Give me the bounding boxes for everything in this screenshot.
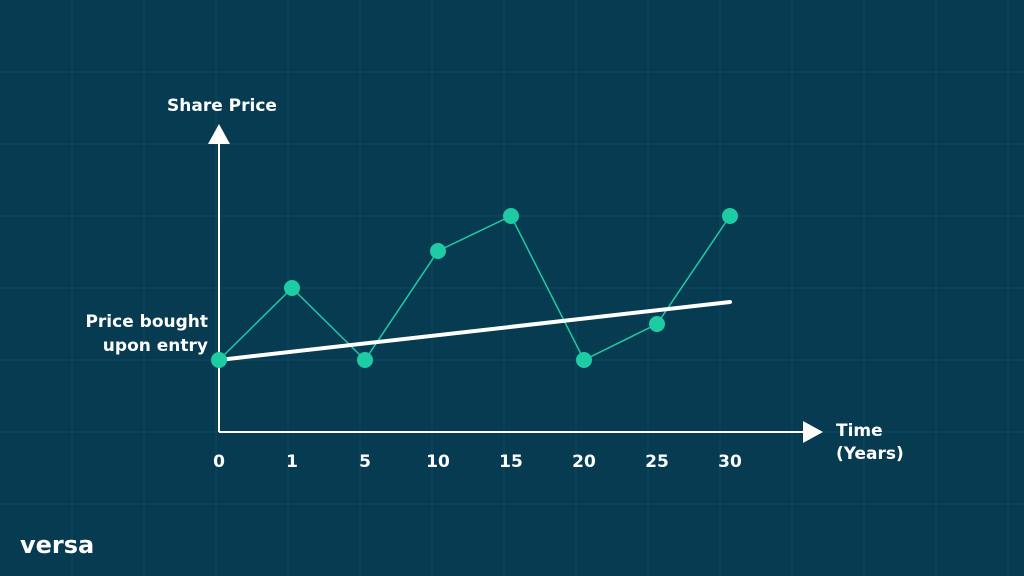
- annotation: upon entry: [103, 336, 208, 356]
- series-line: [218, 215, 731, 362]
- data-point: [357, 352, 373, 368]
- x-tick-label: 0: [213, 452, 225, 472]
- x-tick-label: 30: [718, 452, 742, 472]
- data-point: [722, 208, 738, 224]
- y-axis-label: Share Price: [167, 96, 277, 116]
- x-tick-label: 25: [645, 452, 669, 472]
- x-tick-label: 5: [359, 452, 371, 472]
- y-axis-arrow: [208, 124, 230, 144]
- data-point: [284, 280, 300, 296]
- data-point: [649, 316, 665, 332]
- x-axis-label: (Years): [836, 444, 904, 464]
- x-axis-arrow: [803, 421, 823, 443]
- x-tick-label: 20: [572, 452, 596, 472]
- x-axis-label: Time: [836, 421, 883, 441]
- logo: versa: [20, 531, 94, 559]
- data-point: [211, 352, 227, 368]
- data-point: [576, 352, 592, 368]
- x-tick-label: 1: [286, 452, 298, 472]
- x-tick-label: 15: [499, 452, 523, 472]
- annotation: Price bought: [85, 312, 208, 332]
- x-tick-label: 10: [426, 452, 450, 472]
- data-point: [430, 243, 446, 259]
- data-point: [503, 208, 519, 224]
- trend-line: [217, 300, 732, 362]
